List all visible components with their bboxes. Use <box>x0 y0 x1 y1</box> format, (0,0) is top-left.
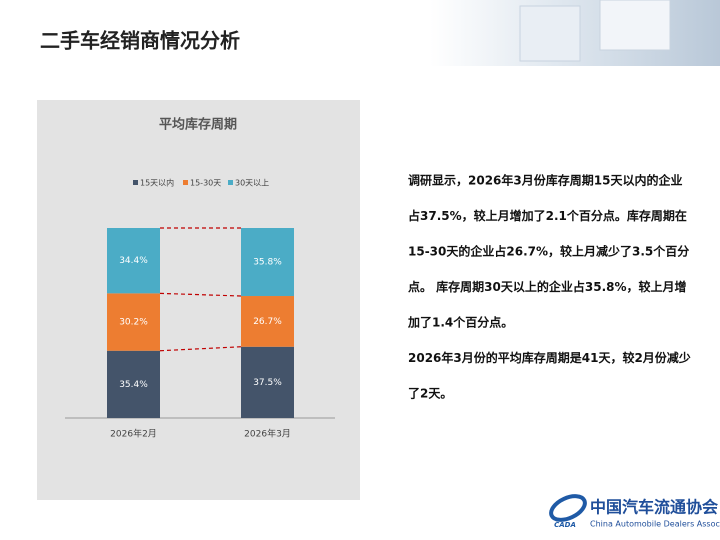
cube <box>519 5 581 62</box>
slide-title: 二手车经销商情况分析 <box>40 29 240 53</box>
logo-name: 中国汽车流通协会 <box>590 498 718 517</box>
legend-swatch <box>133 180 138 185</box>
data-label: 26.7% <box>253 317 282 327</box>
legend-swatch <box>228 180 233 185</box>
logo-icon <box>549 494 587 522</box>
data-label: 34.4% <box>119 256 148 266</box>
x-tick-label: 2026年2月 <box>110 428 157 440</box>
chart: 15天以内 15-30天 30天以上 35.4% 30.2% 34.4% 2026年2月 37… <box>65 178 335 440</box>
data-label: 35.4% <box>119 380 148 390</box>
data-label: 37.5% <box>253 378 282 388</box>
legend-swatch <box>183 180 188 185</box>
bar-segment <box>107 228 160 294</box>
bar-segment <box>107 350 160 418</box>
bar-segment <box>241 346 294 418</box>
body-line: 15-30天的企业占26.7%，较上月减少了3.5个百分 <box>408 244 689 259</box>
x-tick-label: 2026年3月 <box>244 428 291 440</box>
body-line: 了2天。 <box>408 387 452 401</box>
data-label: 30.2% <box>119 318 148 328</box>
logo-english: China Automobile Dealers Association <box>590 520 720 529</box>
legend-label: 15-30天 <box>190 179 221 188</box>
chart-panel <box>37 100 360 500</box>
body-text: 调研显示，2026年3月份库存周期15天以内的企业占37.5%，较上月增加了2.… <box>407 173 691 401</box>
legend-label: 30天以上 <box>235 179 269 188</box>
body-line: 点。 库存周期30天以上的企业占35.8%，较上月增 <box>408 279 687 294</box>
body-line: 加了1.4个百分点。 <box>407 315 513 330</box>
bar-segment <box>241 228 294 297</box>
data-label: 35.8% <box>253 258 282 268</box>
logo-mark: CADA <box>554 521 576 529</box>
legend-label: 15天以内 <box>140 178 174 188</box>
logo: CADA 中国汽车流通协会 China Automobile Dealers A… <box>549 494 720 529</box>
body-line: 调研显示，2026年3月份库存周期15天以内的企业 <box>408 173 682 188</box>
bar-segment <box>107 293 160 351</box>
bar-segment <box>241 296 294 347</box>
chart-title: 平均库存周期 <box>159 117 237 133</box>
body-line: 2026年3月份的平均库存周期是41天，较2月份减少 <box>408 350 691 365</box>
cube <box>599 0 671 51</box>
body-line: 占37.5%，较上月增加了2.1个百分点。库存周期在 <box>408 208 687 223</box>
